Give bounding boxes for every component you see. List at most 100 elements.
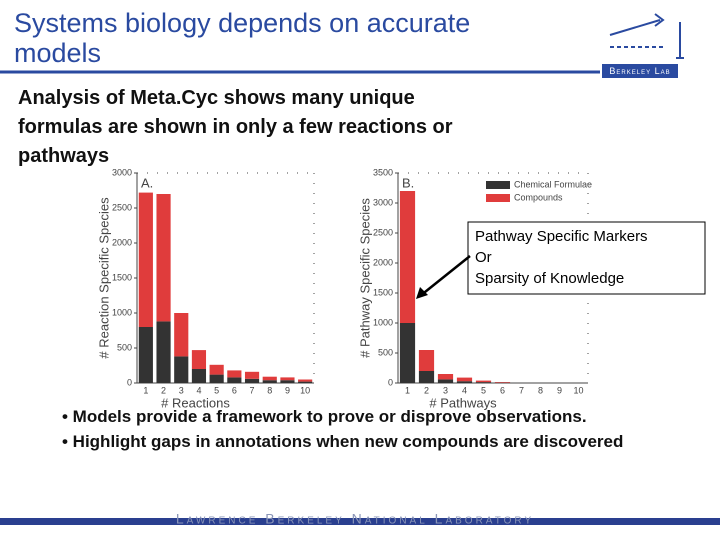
title: Systems biology depends on accurate mode… (14, 8, 470, 68)
callout-arrow (419, 255, 471, 297)
bar-segment (227, 377, 242, 383)
logo (609, 13, 684, 59)
callout-line: Or (475, 249, 492, 266)
y-tick-label: 2000 (373, 257, 393, 267)
bullet: • Highlight gaps in annotations when new… (62, 432, 624, 451)
x-tick-label: 8 (267, 385, 272, 395)
y-tick-label: 2500 (373, 227, 393, 237)
x-tick-label: 10 (573, 385, 583, 395)
bar-segment (244, 378, 260, 383)
y-tick-label: 3000 (373, 197, 393, 207)
y-tick-label: 3500 (373, 167, 393, 177)
x-tick-label: 10 (300, 385, 310, 395)
bar-segment (156, 321, 171, 383)
y-tick-label: 0 (388, 377, 393, 387)
footer-text: Lawrence Berkeley National Laboratory (176, 511, 534, 527)
title-line: models (14, 38, 102, 68)
bar-segment (475, 382, 492, 383)
arrow-head (416, 287, 428, 299)
bar-segment (138, 192, 153, 327)
callout-line: Pathway Specific Markers (475, 228, 648, 245)
bar-segment (280, 380, 295, 383)
bar-segment (191, 369, 207, 383)
y-tick-label: 3000 (112, 167, 132, 177)
x-axis-title: # Reactions (161, 395, 230, 410)
y-tick-label: 0 (127, 377, 132, 387)
callout-box (467, 221, 706, 295)
x-tick-label: 5 (481, 385, 486, 395)
y-axis-title: # Reaction Specific Species (96, 197, 111, 359)
x-tick-label: 3 (443, 385, 448, 395)
bar-segment (191, 350, 207, 369)
subtitle-line: formulas are shown in only a few reactio… (18, 116, 453, 138)
y-tick-label: 1500 (112, 272, 132, 282)
x-tick-label: 7 (250, 385, 255, 395)
bar-segment (244, 371, 260, 379)
logo-text: Berkeley Lab (609, 66, 670, 76)
bullet: • Models provide a framework to prove or… (62, 407, 587, 426)
bar-segment (280, 377, 295, 381)
legend-swatch (486, 194, 510, 202)
bullets: • Models provide a framework to prove or… (62, 404, 692, 454)
bar-segment (456, 377, 473, 382)
x-tick-label: 3 (179, 385, 184, 395)
bar-segment (399, 323, 416, 383)
bar-segment (298, 379, 313, 382)
bar-segment (399, 191, 416, 323)
callout-line: Sparsity of Knowledge (475, 270, 624, 287)
x-tick-label: 6 (232, 385, 237, 395)
bar-segment (262, 376, 277, 381)
bar-segment (437, 374, 454, 380)
title-line: Systems biology depends on accurate (14, 8, 471, 38)
bar-segment (138, 327, 153, 383)
legend-swatch (486, 181, 510, 189)
bar-segment (209, 374, 224, 383)
subtitle-line: Analysis of Meta.Cyc shows many unique (18, 87, 415, 109)
bar-segment (227, 370, 242, 378)
x-tick-label: 9 (557, 385, 562, 395)
y-tick-label: 1000 (373, 317, 393, 327)
bar-segment (298, 381, 313, 383)
bar-segment (174, 356, 189, 383)
bar-segment (174, 313, 189, 357)
logo-box (602, 64, 678, 78)
bar-segment (494, 382, 511, 383)
bar-segment (156, 194, 171, 322)
x-tick-label: 2 (161, 385, 166, 395)
subtitle-line: pathways (18, 145, 110, 167)
x-tick-label: 7 (519, 385, 524, 395)
y-tick-label: 2500 (112, 202, 132, 212)
y-tick-label: 2000 (112, 237, 132, 247)
x-tick-label: 4 (196, 385, 201, 395)
y-tick-label: 500 (378, 347, 393, 357)
panel-title: A. (141, 175, 153, 190)
legend-label: Chemical Formulae (514, 179, 592, 189)
bar-segment (475, 380, 492, 383)
x-tick-label: 8 (538, 385, 543, 395)
footer-bar (0, 518, 720, 525)
bar-segment (262, 380, 277, 383)
x-tick-label: 5 (214, 385, 219, 395)
subtitle: Analysis of Meta.Cyc shows many unique f… (18, 84, 453, 171)
legend-label: Compounds (514, 192, 563, 202)
y-tick-label: 1000 (112, 307, 132, 317)
bar-segment (418, 350, 435, 371)
panel-title: B. (402, 175, 414, 190)
x-tick-label: 4 (462, 385, 467, 395)
x-tick-label: 2 (424, 385, 429, 395)
y-tick-label: 500 (117, 342, 132, 352)
y-tick-label: 1500 (373, 287, 393, 297)
x-tick-label: 6 (500, 385, 505, 395)
y-axis-title: # Pathway Specific Species (357, 198, 372, 358)
bar-segment (418, 371, 435, 383)
x-tick-label: 1 (143, 385, 148, 395)
bar-segment (456, 381, 473, 383)
bar-segment (437, 379, 454, 383)
x-axis-title: # Pathways (429, 395, 497, 410)
x-tick-label: 9 (285, 385, 290, 395)
x-tick-label: 1 (405, 385, 410, 395)
bar-segment (209, 364, 224, 375)
